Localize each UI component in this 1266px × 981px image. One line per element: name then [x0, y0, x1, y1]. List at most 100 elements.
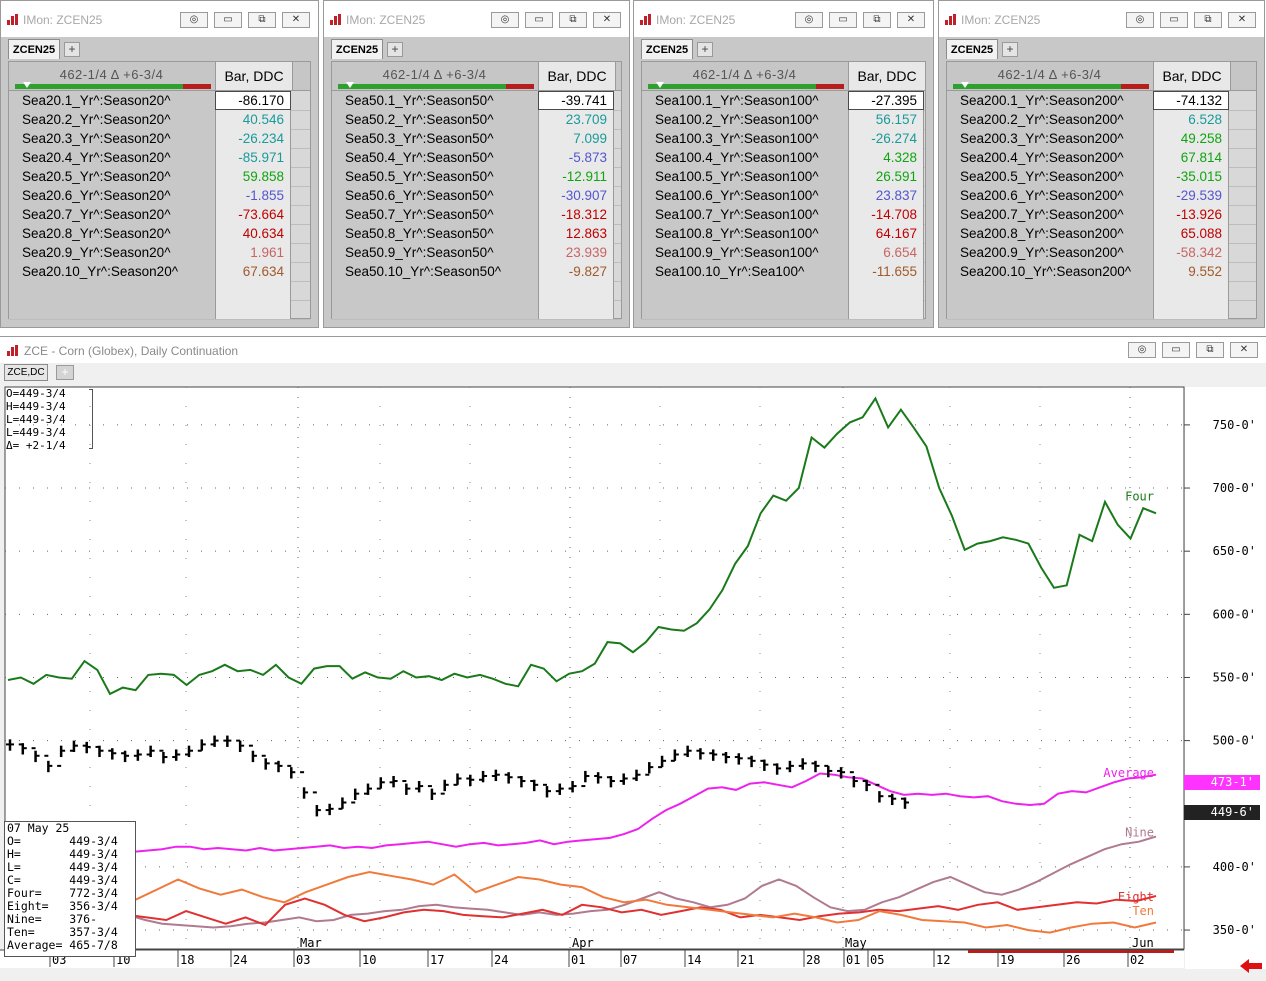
maximize-button[interactable]: ⧉	[863, 12, 891, 28]
value-cell[interactable]: 67.634	[215, 262, 291, 281]
table-row[interactable]: Sea20.1_Yr^:Season20^ -86.170	[9, 91, 310, 111]
column-header[interactable]: Bar, DDC	[215, 62, 293, 90]
value-cell[interactable]: 6.528	[1153, 110, 1229, 129]
table-row[interactable]: Sea20.7_Yr^:Season20^ -73.664	[9, 205, 310, 225]
table-row[interactable]: Sea50.1_Yr^:Season50^ -39.741	[332, 91, 621, 111]
table-row[interactable]: Sea50.9_Yr^:Season50^ 23.939	[332, 243, 621, 263]
value-cell[interactable]: 40.546	[215, 110, 291, 129]
column-header[interactable]: Bar, DDC	[1153, 62, 1231, 90]
scroll-back-arrow-icon[interactable]	[1240, 959, 1262, 973]
add-tab-button[interactable]: +	[387, 42, 403, 57]
value-cell[interactable]: 23.939	[538, 243, 614, 262]
value-cell[interactable]: 4.328	[848, 148, 924, 167]
maximize-button[interactable]: ⧉	[559, 12, 587, 28]
tab-zce-dc[interactable]: ZCE,DC	[4, 364, 48, 381]
column-header[interactable]: Bar, DDC	[538, 62, 616, 90]
add-tab-button[interactable]: +	[64, 42, 80, 57]
table-row[interactable]: Sea20.3_Yr^:Season20^ -26.234	[9, 129, 310, 149]
table-row[interactable]: Sea50.5_Yr^:Season50^ -12.911	[332, 167, 621, 187]
table-row[interactable]: Sea100.1_Yr^:Season100^ -27.395	[642, 91, 925, 111]
tab-symbol[interactable]: ZCEN25	[946, 39, 998, 59]
value-cell[interactable]: 23.837	[848, 186, 924, 205]
maximize-button[interactable]: ⧉	[1194, 12, 1222, 28]
value-cell[interactable]: -74.132	[1153, 91, 1229, 110]
table-row[interactable]: Sea100.8_Yr^:Season100^ 64.167	[642, 224, 925, 244]
table-row[interactable]: Sea20.8_Yr^:Season20^ 40.634	[9, 224, 310, 244]
table-row[interactable]: Sea200.5_Yr^:Season200^ -35.015	[947, 167, 1256, 187]
table-row[interactable]: Sea100.2_Yr^:Season100^ 56.157	[642, 110, 925, 130]
table-row[interactable]: Sea20.6_Yr^:Season20^ -1.855	[9, 186, 310, 206]
table-row[interactable]: Sea50.6_Yr^:Season50^ -30.907	[332, 186, 621, 206]
link-icon[interactable]: ◎	[1126, 12, 1154, 28]
minimize-button[interactable]: ▭	[525, 12, 553, 28]
value-cell[interactable]: -86.170	[215, 91, 291, 110]
value-cell[interactable]: 56.157	[848, 110, 924, 129]
value-cell[interactable]: -5.873	[538, 148, 614, 167]
table-row[interactable]: Sea100.5_Yr^:Season100^ 26.591	[642, 167, 925, 187]
table-row[interactable]: Sea200.7_Yr^:Season200^ -13.926	[947, 205, 1256, 225]
link-icon[interactable]: ◎	[491, 12, 519, 28]
table-row[interactable]: Sea50.2_Yr^:Season50^ 23.709	[332, 110, 621, 130]
value-cell[interactable]: 7.099	[538, 129, 614, 148]
value-cell[interactable]: -39.741	[538, 91, 614, 110]
value-cell[interactable]: -85.971	[215, 148, 291, 167]
close-button[interactable]: ✕	[1228, 12, 1256, 28]
table-row[interactable]: Sea200.9_Yr^:Season200^ -58.342	[947, 243, 1256, 263]
value-cell[interactable]: 67.814	[1153, 148, 1229, 167]
table-row[interactable]: Sea50.3_Yr^:Season50^ 7.099	[332, 129, 621, 149]
add-tab-button[interactable]: +	[697, 42, 713, 57]
table-row[interactable]: Sea20.10_Yr^:Season20^ 67.634	[9, 262, 310, 282]
table-row[interactable]: Sea200.10_Yr^:Season200^ 9.552	[947, 262, 1256, 282]
tab-symbol[interactable]: ZCEN25	[8, 39, 60, 59]
close-button[interactable]: ✕	[593, 12, 621, 28]
table-row[interactable]: Sea20.4_Yr^:Season20^ -85.971	[9, 148, 310, 168]
value-cell[interactable]: 40.634	[215, 224, 291, 243]
table-row[interactable]: Sea100.9_Yr^:Season100^ 6.654	[642, 243, 925, 263]
table-row[interactable]: Sea50.7_Yr^:Season50^ -18.312	[332, 205, 621, 225]
value-cell[interactable]: 1.961	[215, 243, 291, 262]
link-icon[interactable]: ◎	[1128, 342, 1156, 358]
value-cell[interactable]: -11.655	[848, 262, 924, 281]
close-button[interactable]: ✕	[897, 12, 925, 28]
value-cell[interactable]: -29.539	[1153, 186, 1229, 205]
link-icon[interactable]: ◎	[795, 12, 823, 28]
table-row[interactable]: Sea100.10_Yr^:Sea100^ -11.655	[642, 262, 925, 282]
link-icon[interactable]: ◎	[180, 12, 208, 28]
close-button[interactable]: ✕	[282, 12, 310, 28]
value-cell[interactable]: 9.552	[1153, 262, 1229, 281]
value-cell[interactable]: 59.858	[215, 167, 291, 186]
table-row[interactable]: Sea20.5_Yr^:Season20^ 59.858	[9, 167, 310, 187]
minimize-button[interactable]: ▭	[1162, 342, 1190, 358]
value-cell[interactable]: -1.855	[215, 186, 291, 205]
table-row[interactable]: Sea200.6_Yr^:Season200^ -29.539	[947, 186, 1256, 206]
add-tab-button[interactable]: +	[1002, 42, 1018, 57]
table-row[interactable]: Sea100.6_Yr^:Season100^ 23.837	[642, 186, 925, 206]
minimize-button[interactable]: ▭	[1160, 12, 1188, 28]
table-row[interactable]: Sea20.2_Yr^:Season20^ 40.546	[9, 110, 310, 130]
table-row[interactable]: Sea200.8_Yr^:Season200^ 65.088	[947, 224, 1256, 244]
table-row[interactable]: Sea50.4_Yr^:Season50^ -5.873	[332, 148, 621, 168]
value-cell[interactable]: -35.015	[1153, 167, 1229, 186]
value-cell[interactable]: -13.926	[1153, 205, 1229, 224]
value-cell[interactable]: -26.234	[215, 129, 291, 148]
table-row[interactable]: Sea200.4_Yr^:Season200^ 67.814	[947, 148, 1256, 168]
price-chart[interactable]: 750-0' 700-0' 650-0' 600-0' 550-0' 500-0' 400-…	[0, 383, 1266, 981]
value-cell[interactable]: -30.907	[538, 186, 614, 205]
value-cell[interactable]: 26.591	[848, 167, 924, 186]
tab-symbol[interactable]: ZCEN25	[641, 39, 693, 59]
table-row[interactable]: Sea200.1_Yr^:Season200^ -74.132	[947, 91, 1256, 111]
close-button[interactable]: ✕	[1230, 342, 1258, 358]
tab-symbol[interactable]: ZCEN25	[331, 39, 383, 59]
value-cell[interactable]: 64.167	[848, 224, 924, 243]
value-cell[interactable]: 6.654	[848, 243, 924, 262]
table-row[interactable]: Sea200.3_Yr^:Season200^ 49.258	[947, 129, 1256, 149]
value-cell[interactable]: -9.827	[538, 262, 614, 281]
value-cell[interactable]: -18.312	[538, 205, 614, 224]
value-cell[interactable]: -14.708	[848, 205, 924, 224]
maximize-button[interactable]: ⧉	[248, 12, 276, 28]
value-cell[interactable]: -73.664	[215, 205, 291, 224]
add-tab-button[interactable]: +	[56, 365, 74, 380]
value-cell[interactable]: 12.863	[538, 224, 614, 243]
maximize-button[interactable]: ⧉	[1196, 342, 1224, 358]
value-cell[interactable]: 23.709	[538, 110, 614, 129]
